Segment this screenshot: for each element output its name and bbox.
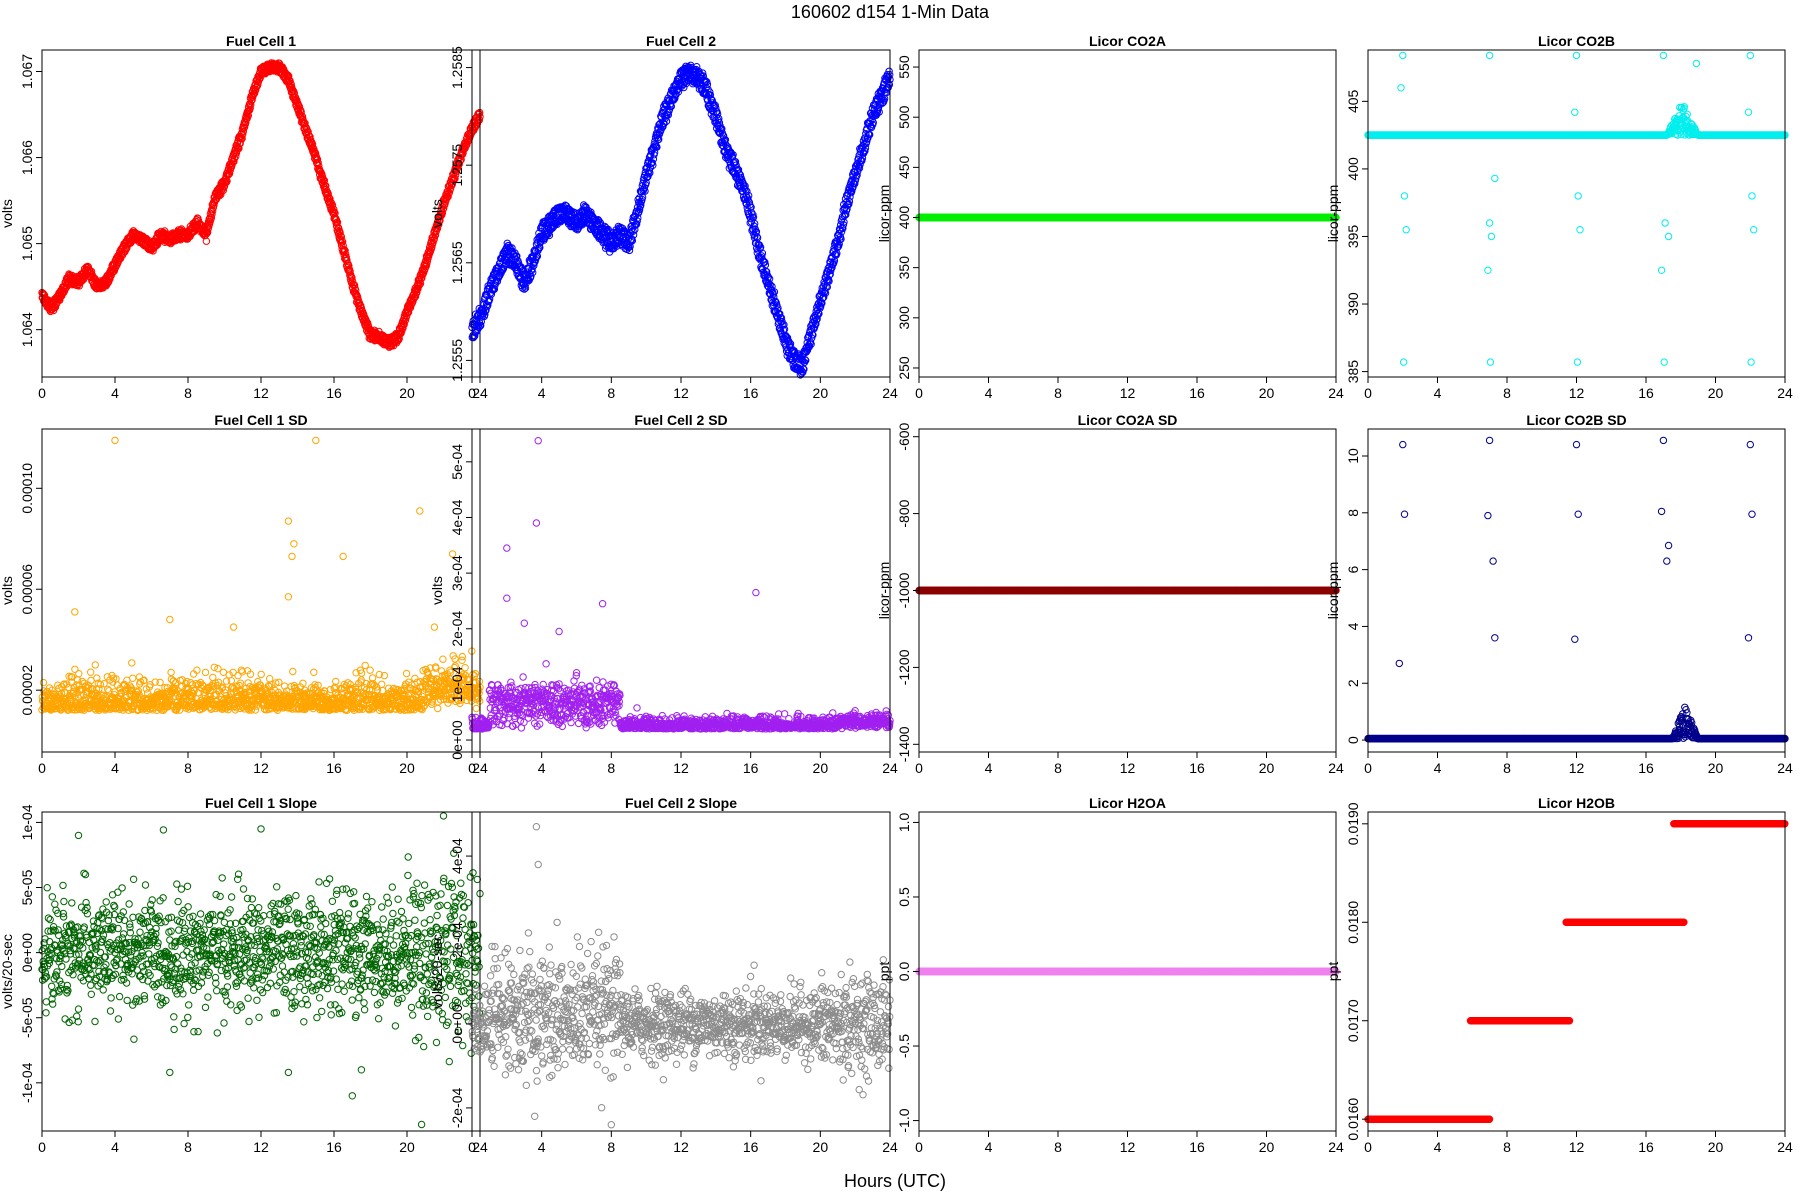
x-tick-label: 16 [326,385,342,401]
x-tick-label: 20 [399,385,415,401]
x-tick-label: 8 [184,385,192,401]
panel-title: Fuel Cell 1 [226,33,296,49]
panel-title: Fuel Cell 2 [646,33,716,49]
figure-title: 160602 d154 1-Min Data [791,2,990,22]
y-tick-label: 1.064 [19,312,35,347]
x-tick-label: 12 [253,385,269,401]
x-axis-label: Hours (UTC) [844,1171,946,1191]
y-tick-label: 1.067 [19,54,35,89]
y-axis-label: volts [0,199,15,228]
y-tick-label: 1.065 [19,226,35,261]
x-tick-label: 0 [38,385,46,401]
y-axis-label: volts [429,199,445,228]
y-tick-label: 1.066 [19,140,35,175]
x-tick-label: 4 [111,385,119,401]
plot-frame [42,50,480,377]
